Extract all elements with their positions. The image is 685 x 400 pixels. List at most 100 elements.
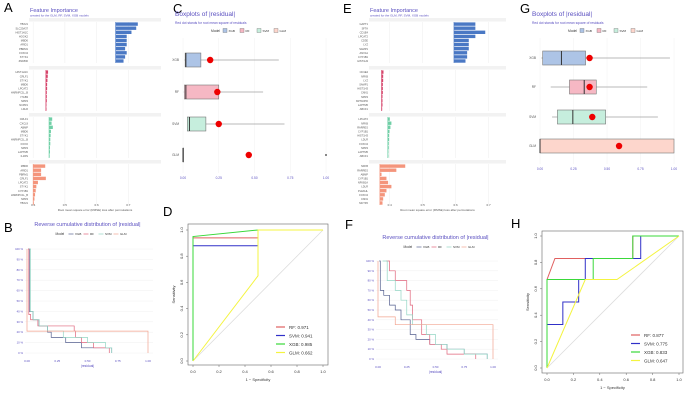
- feature-label: HOOK2: [19, 35, 29, 39]
- feature-label: CD1E4: [360, 30, 369, 34]
- feature-label: FOXO4: [19, 51, 28, 55]
- importance-bar: [33, 172, 42, 176]
- importance-bar: [49, 129, 51, 134]
- importance-bar: [379, 189, 387, 193]
- residual-line-GLM: [26, 249, 149, 353]
- feature-label: MBD6: [21, 39, 29, 43]
- x-tick-label: 0.00: [375, 365, 381, 369]
- x-tick-label: 0.6: [268, 369, 274, 374]
- feature-label: ARID1: [20, 168, 28, 172]
- legend-key-SVM: [256, 28, 262, 33]
- importance-bar: [45, 82, 48, 87]
- rmse-dot: [615, 142, 623, 150]
- feature-label: HNRNPC1L_B: [11, 91, 28, 95]
- x-tick-label: 0.75: [461, 365, 467, 369]
- x-tick-label: 0.75: [287, 176, 293, 180]
- importance-bar: [49, 125, 53, 129]
- feature-label: CD1E4: [360, 70, 369, 74]
- y-tick-label: 0 %: [18, 351, 23, 355]
- importance-bar: [379, 180, 389, 185]
- legend-key-GLM: [630, 28, 636, 33]
- feature-label: HIST1H3: [357, 134, 368, 138]
- panel-letter-C: C: [173, 1, 182, 16]
- feature-label: LAPTM5: [18, 150, 29, 154]
- x-tick-label: 0.5: [63, 203, 68, 207]
- feature-label: NFKB: [361, 121, 368, 125]
- feature-label: NFKB1A: [358, 181, 368, 185]
- feature-label: CNN1: [361, 91, 369, 95]
- feature-label: SLC25A37: [15, 26, 28, 30]
- x-tick-label: 1.0: [676, 377, 682, 382]
- legend-key-GLM: [273, 28, 279, 33]
- rmse-dot: [586, 83, 593, 91]
- box-SVM: [557, 109, 606, 125]
- feature-label: LAPTM5: [358, 103, 369, 107]
- roc-curve-GLM: [546, 235, 680, 369]
- feature-label: KRT1DPD: [356, 99, 368, 103]
- x-tick-label: 0.8: [650, 377, 656, 382]
- x-tick-label: 0.00: [537, 167, 543, 171]
- y-tick-label: 80 %: [368, 279, 375, 283]
- importance-bar: [45, 95, 47, 99]
- feature-label: HIST1H1C: [15, 70, 28, 74]
- y-tick-label: 60 %: [368, 298, 375, 302]
- feature-label: CD3E: [361, 39, 368, 43]
- feature-label: CRLF1: [20, 177, 29, 181]
- roc-curve-GLM: [192, 229, 323, 362]
- facet-strip: [29, 66, 161, 70]
- legend-title: Model: [211, 29, 220, 33]
- rmse-dot: [586, 54, 593, 62]
- legend-label-SVM: SVM: [263, 29, 270, 33]
- importance-bar: [33, 168, 42, 172]
- x-axis-label: |residual|: [429, 370, 442, 374]
- importance-bar: [379, 168, 397, 172]
- x-tick-label: 0.50: [604, 167, 610, 171]
- importance-bar: [453, 38, 469, 43]
- importance-bar: [115, 22, 138, 26]
- x-tick-label: 0.25: [404, 365, 410, 369]
- x-tick-label: 0.75: [115, 359, 121, 363]
- legend-label-RF: RF: [603, 29, 607, 33]
- chart-title: Reverse cumulative distribution of |resi…: [382, 235, 488, 241]
- feature-label: PBRM1: [19, 47, 28, 51]
- y-tick-label: 0.4: [533, 312, 538, 318]
- importance-bar: [387, 154, 389, 158]
- feature-label: CRLF1: [20, 117, 29, 121]
- legend-key-XGB: [579, 28, 585, 33]
- feature-label: LAPTM5: [358, 150, 369, 154]
- importance-bar: [115, 59, 124, 63]
- feature-label: LDLR: [361, 138, 368, 142]
- legend-label-GLM: GLM: [637, 29, 644, 33]
- feature-label: NCPR1: [19, 103, 28, 107]
- rmse-dot: [206, 56, 214, 64]
- y-tick-label: 1.0: [533, 232, 538, 238]
- feature-label: HNRNPC1L_B: [11, 138, 28, 142]
- x-tick-label: 0.6: [94, 203, 99, 207]
- x-tick-label: 0.2: [571, 377, 577, 382]
- importance-bar: [387, 125, 391, 129]
- importance-bar: [381, 74, 384, 78]
- chart-subtitle: created for the GLM, RF, SVM, XGB models: [370, 14, 429, 18]
- feature-label: NFKB: [361, 74, 368, 78]
- box-RF: [569, 79, 597, 95]
- feature-label: SFTA: [362, 26, 369, 30]
- y-tick-label: 30 %: [368, 328, 375, 332]
- facet-strip: [369, 18, 506, 22]
- y-tick-label: 30 %: [17, 320, 24, 324]
- chart-title: Feature Importance: [30, 8, 78, 14]
- legend-label-GLM: GLM: 0.647: [644, 359, 668, 364]
- y-tick-label: 0.2: [533, 338, 538, 344]
- plot-frame: [541, 230, 684, 374]
- y-tick-label: XGB: [172, 58, 179, 62]
- panel-letter-G: G: [520, 1, 530, 16]
- x-tick-label: 1.0: [320, 369, 326, 374]
- chart-title: Feature Importance: [370, 8, 418, 14]
- feature-label: ARID1: [20, 43, 28, 47]
- feature-label: RARRES: [357, 125, 368, 129]
- feature-label: LDLR: [361, 185, 368, 189]
- y-tick-label: SVM: [529, 115, 536, 119]
- x-axis-label: Root mean square error (RMSE) loss after…: [400, 208, 475, 212]
- importance-bar: [453, 34, 476, 39]
- importance-bar: [115, 30, 132, 34]
- importance-bar: [33, 189, 36, 193]
